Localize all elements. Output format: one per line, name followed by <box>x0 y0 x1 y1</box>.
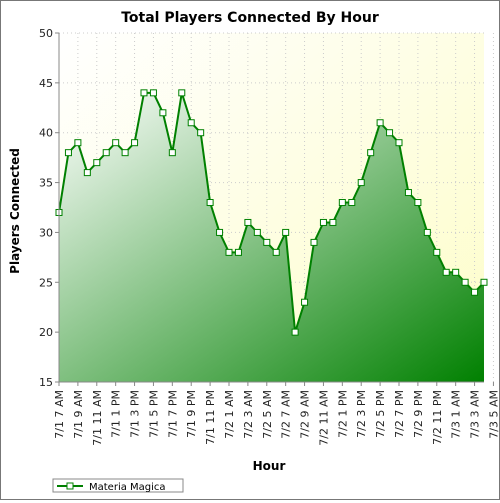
data-point <box>395 139 403 147</box>
data-point <box>263 238 271 246</box>
y-tick-label: 25 <box>39 276 53 289</box>
y-axis-ticks: 15 20 25 30 35 40 45 50 <box>39 27 59 389</box>
y-tick-label: 20 <box>39 326 53 339</box>
data-point <box>168 149 176 157</box>
x-tick-label: 7/2 9 PM <box>412 390 425 438</box>
data-point <box>376 119 384 127</box>
x-tick-label: 7/2 7 AM <box>280 390 293 439</box>
data-point <box>244 218 252 226</box>
data-point <box>367 149 375 157</box>
data-point <box>253 228 261 236</box>
x-tick-label: 7/1 11 AM <box>91 390 104 446</box>
data-point <box>291 328 299 336</box>
x-tick-label: 7/2 5 AM <box>261 390 274 439</box>
x-tick-label: 7/1 1 PM <box>110 390 123 438</box>
legend-label: Materia Magica <box>89 482 166 493</box>
data-point <box>348 199 356 207</box>
y-tick-label: 50 <box>39 27 53 40</box>
x-tick-label: 7/2 5 PM <box>374 390 387 438</box>
data-point <box>386 129 394 137</box>
data-point <box>442 268 450 276</box>
x-tick-label: 7/2 11 AM <box>317 390 330 446</box>
data-point <box>329 218 337 226</box>
data-point <box>102 149 110 157</box>
x-tick-label: 7/2 3 PM <box>355 390 368 438</box>
x-tick-label: 7/1 3 PM <box>129 390 142 438</box>
data-point <box>112 139 120 147</box>
data-point <box>471 288 479 296</box>
data-point <box>187 119 195 127</box>
data-point <box>206 199 214 207</box>
x-tick-label: 7/2 1 AM <box>223 390 236 439</box>
data-point <box>159 109 167 117</box>
data-point <box>301 298 309 306</box>
data-point <box>93 159 101 167</box>
y-tick-label: 40 <box>39 127 53 140</box>
data-point <box>423 228 431 236</box>
x-tick-label: 7/2 11 PM <box>431 390 444 445</box>
x-tick-label: 7/1 9 AM <box>72 390 85 439</box>
x-tick-label: 7/3 3 AM <box>469 390 482 439</box>
x-tick-label: 7/3 1 AM <box>450 390 463 439</box>
series-area <box>59 92 484 382</box>
series-line <box>58 91 485 333</box>
data-point <box>149 89 157 97</box>
x-axis-ticks: 7/1 7 AM 7/1 9 AM 7/1 11 AM 7/1 1 PM 7/1 3 P… <box>53 382 500 446</box>
data-point <box>404 189 412 197</box>
y-tick-label: 45 <box>39 77 53 90</box>
series-points <box>55 89 488 336</box>
x-tick-label: 7/1 7 PM <box>166 390 179 438</box>
data-point <box>461 278 469 286</box>
y-tick-label: 30 <box>39 226 53 239</box>
chart-title: Total Players Connected By Hour <box>121 10 379 26</box>
data-point <box>357 179 365 187</box>
legend-box <box>52 478 184 493</box>
x-tick-label: 7/2 9 AM <box>299 390 312 439</box>
x-tick-label: 7/2 1 PM <box>336 390 349 438</box>
data-point <box>272 248 280 256</box>
legend: Materia Magica <box>52 478 184 493</box>
data-point <box>131 139 139 147</box>
x-tick-label: 7/1 7 AM <box>53 390 66 439</box>
x-tick-label: 7/3 5 AM <box>487 390 499 439</box>
data-point <box>480 278 488 286</box>
data-point <box>310 238 318 246</box>
data-point <box>74 139 82 147</box>
data-point <box>216 228 224 236</box>
x-tick-label: 7/2 3 AM <box>242 390 255 439</box>
data-point <box>178 89 186 97</box>
data-point <box>83 169 91 177</box>
data-point <box>433 248 441 256</box>
x-tick-label: 7/1 11 PM <box>204 390 217 445</box>
data-point <box>452 268 460 276</box>
data-point <box>338 199 346 207</box>
data-point <box>197 129 205 137</box>
data-point <box>140 89 148 97</box>
x-tick-label: 7/2 7 PM <box>393 390 406 438</box>
y-axis-title: Players Connected <box>8 148 22 274</box>
data-point <box>121 149 129 157</box>
x-tick-label: 7/1 5 PM <box>147 390 160 438</box>
data-point <box>414 199 422 207</box>
y-tick-label: 35 <box>39 177 53 190</box>
y-tick-label: 15 <box>39 376 53 389</box>
legend-marker <box>66 482 74 490</box>
data-point <box>234 248 242 256</box>
data-point <box>282 228 290 236</box>
x-tick-label: 7/1 9 PM <box>185 390 198 438</box>
data-point <box>225 248 233 256</box>
data-point <box>64 149 72 157</box>
data-point <box>319 218 327 226</box>
x-axis-title: Hour <box>253 459 286 473</box>
